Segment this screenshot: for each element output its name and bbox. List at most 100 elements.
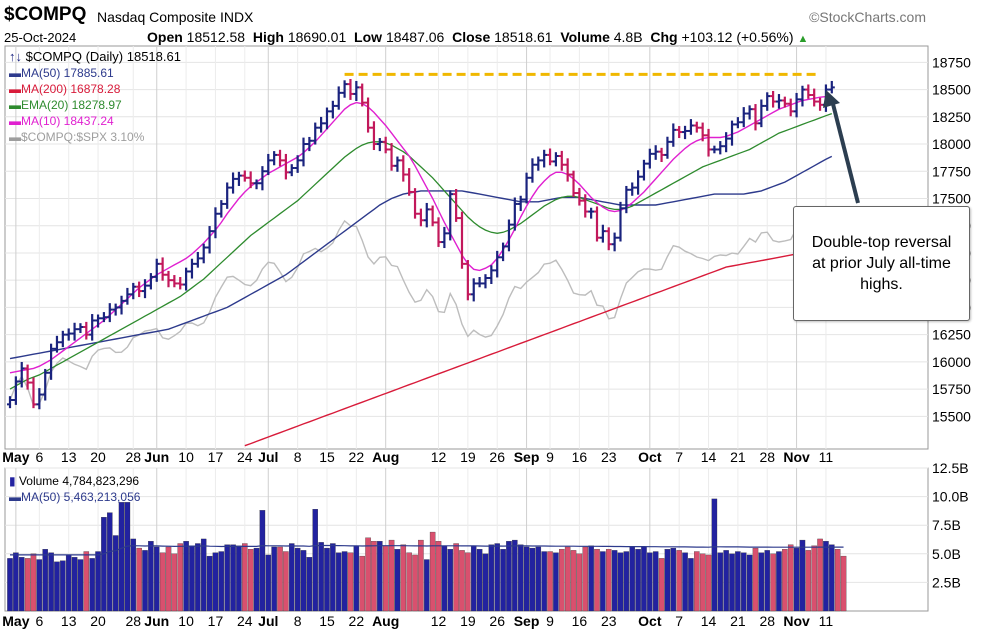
x-tick-label: 20 [90, 613, 106, 629]
x-tick-label: 28 [759, 449, 775, 465]
volume-bar [230, 544, 236, 612]
ohlc-bar [734, 117, 741, 129]
x-tick-label: 22 [349, 613, 365, 629]
x-tick-label: 16 [572, 449, 588, 465]
ohlc-bar [476, 277, 483, 288]
ohlc-bar [353, 80, 360, 102]
ohlc-bar [194, 251, 201, 268]
volume-bar [224, 544, 230, 612]
line-icon: ▬ [9, 114, 21, 128]
ohlc-bar [488, 265, 495, 284]
x-tick-label: 28 [125, 449, 141, 465]
ohlc-bar [564, 158, 571, 182]
volume-bar [547, 551, 553, 612]
ohlc-bar [523, 172, 530, 204]
volume-bar [506, 541, 512, 612]
volume-bar [476, 549, 483, 612]
volume-tick-label: 12.5B [932, 460, 969, 476]
x-tick-label: 21 [730, 613, 746, 629]
volume-bar [823, 541, 829, 612]
x-tick-label: May [2, 613, 29, 629]
price-tick-label: 18750 [932, 54, 971, 70]
volume-bar [512, 539, 518, 612]
volume-bar [782, 549, 788, 612]
x-tick-label: 28 [125, 613, 141, 629]
ohlc-bar [793, 92, 800, 118]
volume-bar [242, 543, 248, 612]
volume-bar [153, 546, 160, 612]
ohlc-bar [705, 128, 712, 157]
volume-bar [647, 552, 653, 612]
volume-bar [247, 549, 254, 612]
annotation-callout: Double-top reversal at prior July all-ti… [793, 206, 970, 321]
volume-bar [13, 552, 19, 612]
x-tick-label: Jun [144, 449, 169, 465]
ohlc-bar [470, 278, 477, 302]
ohlc-bar [505, 219, 512, 252]
volume-bar [776, 551, 782, 612]
x-tick-label: Jul [258, 613, 278, 629]
ratio-line [9, 219, 833, 407]
ohlc-bar [717, 141, 724, 155]
volume-bar [171, 553, 178, 612]
ohlc-bar [582, 194, 589, 218]
volume-bar [306, 557, 313, 612]
volume-bar [71, 557, 78, 612]
ohlc-bar [500, 242, 507, 262]
volume-bar [189, 545, 195, 612]
volume-bar [388, 539, 395, 612]
ohlc-bar [159, 257, 166, 281]
volume-bar [834, 549, 841, 612]
x-tick-label: Sep [514, 449, 540, 465]
ohlc-bar [781, 96, 788, 108]
volume-bar [793, 547, 800, 612]
volume-bar [195, 543, 201, 612]
ohlc-bar [453, 189, 460, 222]
ohlc-bar [588, 207, 595, 219]
ohlc-bar [347, 79, 354, 100]
volume-bar [353, 545, 360, 612]
volume-bar [465, 552, 471, 612]
ohlc-bar [124, 287, 131, 305]
chg-label: Chg [650, 29, 678, 45]
ohlc-bar [106, 303, 113, 323]
volume-bar [312, 509, 318, 612]
ohlc-bar [277, 149, 284, 167]
legend-volume-text: Volume 4,784,823,296 [18, 474, 140, 488]
legend-price: ↑↓ $COMPQ (Daily) 18518.61 [9, 49, 181, 65]
ohlc-bar [828, 80, 835, 94]
volume-bar [101, 517, 107, 612]
close-label: Close [452, 29, 491, 45]
ohlc-bar [464, 260, 471, 301]
ohlc-bar [599, 224, 606, 243]
legend-volume: ▮ Volume 4,784,823,296 [9, 473, 140, 489]
volume-bar [658, 558, 665, 612]
annotation-arrowhead [823, 90, 840, 108]
volume-bar [95, 551, 101, 612]
volume-bar [699, 553, 706, 612]
volume-bar [177, 543, 183, 612]
x-tick-label: 15 [319, 613, 335, 629]
ohlc-bar [53, 335, 60, 353]
volume-bar [799, 539, 806, 612]
legend-ema20: ▬EMA(20) 18278.97 [9, 97, 181, 113]
ohlc-bar [723, 132, 730, 153]
volume-bar [447, 549, 453, 612]
ohlc-bar [699, 122, 706, 142]
ohlc-bar [441, 226, 448, 249]
x-tick-label: 19 [460, 449, 476, 465]
ohlc-bar [687, 119, 694, 135]
ohlc-bar [259, 166, 266, 191]
volume-bar [283, 551, 289, 612]
ohlc-bar [165, 270, 172, 288]
price-tick-label: 16000 [932, 354, 971, 370]
volume-bar [377, 541, 383, 612]
ohlc-bar [394, 156, 401, 172]
ohlc-bar [423, 202, 430, 228]
ohlc-bar [529, 158, 536, 183]
volume-bar [576, 553, 583, 612]
volume-bar [717, 552, 724, 612]
legend-ma200: ▬MA(200) 16878.28 [9, 81, 181, 97]
open-label: Open [147, 29, 183, 45]
